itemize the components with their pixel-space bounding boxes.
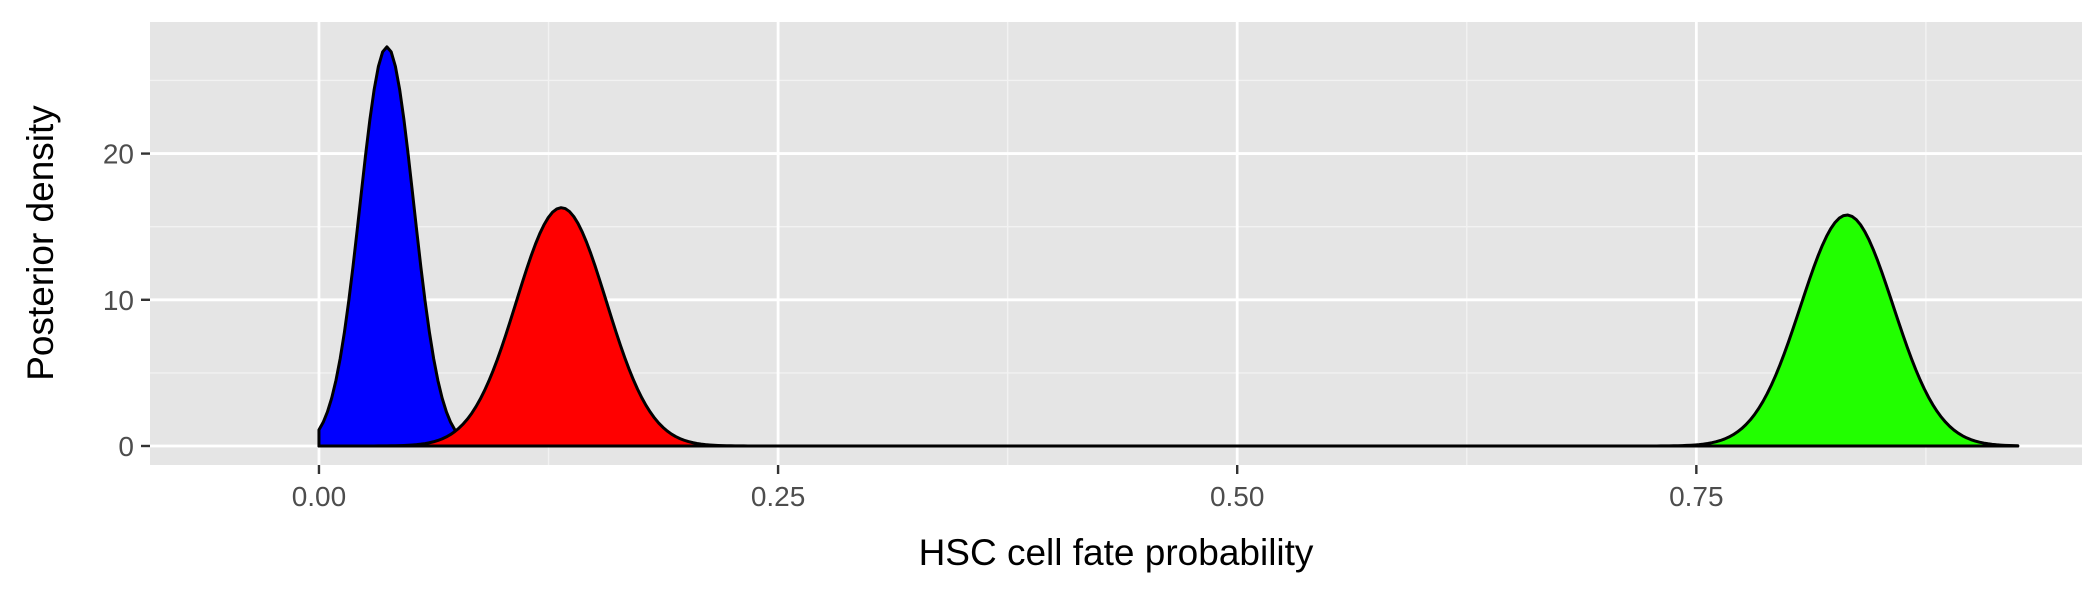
plot-panel xyxy=(150,22,2082,465)
minor-gridlines xyxy=(150,22,2082,465)
x-axis: 0.00 0.25 0.50 0.75 xyxy=(292,465,1724,512)
x-tick-label: 0.75 xyxy=(1669,481,1724,512)
y-tick-label: 0 xyxy=(118,431,134,462)
y-axis: 0 10 20 xyxy=(103,139,150,462)
density-area-3 xyxy=(317,213,2020,448)
density-curves xyxy=(317,45,2020,448)
x-tick-label: 0.00 xyxy=(292,481,347,512)
y-axis-title: Posterior density xyxy=(20,105,61,381)
y-tick-label: 20 xyxy=(103,139,134,170)
y-tick-label: 10 xyxy=(103,285,134,316)
x-axis-title: HSC cell fate probability xyxy=(919,532,1314,573)
x-tick-label: 0.25 xyxy=(751,481,806,512)
x-tick-label: 0.50 xyxy=(1210,481,1265,512)
